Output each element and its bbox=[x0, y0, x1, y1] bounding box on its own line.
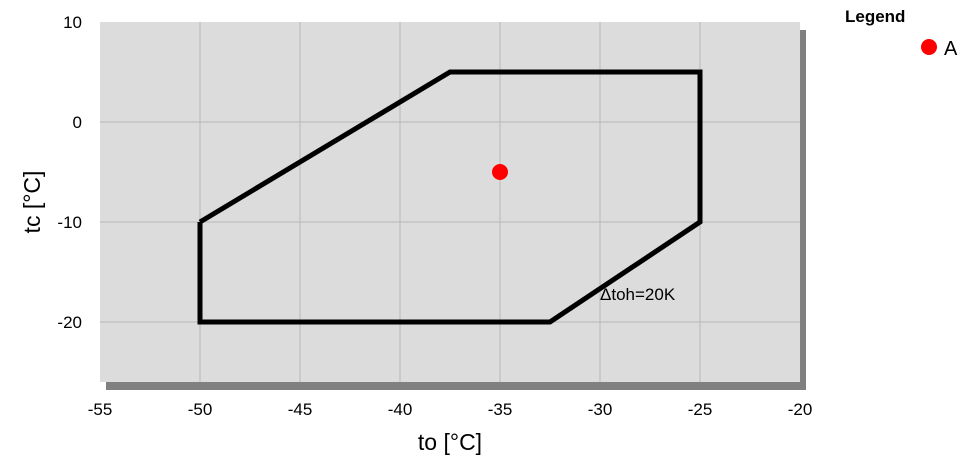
y-tick-label: -20 bbox=[57, 313, 82, 332]
x-tick-label: -30 bbox=[588, 400, 613, 419]
y-tick-label: 0 bbox=[73, 113, 82, 132]
y-tick-label: 10 bbox=[63, 13, 82, 32]
legend-label-a: A bbox=[944, 38, 958, 60]
series-a-point bbox=[492, 164, 508, 180]
x-tick-label: -40 bbox=[388, 400, 413, 419]
y-tick-label: -10 bbox=[57, 213, 82, 232]
x-axis-title: to [°C] bbox=[418, 429, 482, 455]
x-tick-label: -20 bbox=[788, 400, 813, 419]
legend: Legend A bbox=[845, 7, 958, 60]
y-ticks: -20 -10 0 10 bbox=[57, 13, 82, 332]
envelope-line bbox=[197, 69, 703, 325]
x-tick-label: -50 bbox=[188, 400, 213, 419]
annotation-label: Δtoh=20K bbox=[600, 285, 676, 304]
x-tick-label: -55 bbox=[88, 400, 113, 419]
plot-area bbox=[100, 22, 800, 382]
x-tick-label: -45 bbox=[288, 400, 313, 419]
legend-marker-a bbox=[921, 39, 937, 55]
legend-title: Legend bbox=[845, 7, 905, 26]
x-tick-label: -25 bbox=[688, 400, 713, 419]
y-axis-title: tc [°C] bbox=[19, 171, 45, 234]
x-tick-label: -35 bbox=[488, 400, 513, 419]
x-ticks: -55 -50 -45 -40 -35 -30 -25 -20 bbox=[88, 400, 813, 419]
